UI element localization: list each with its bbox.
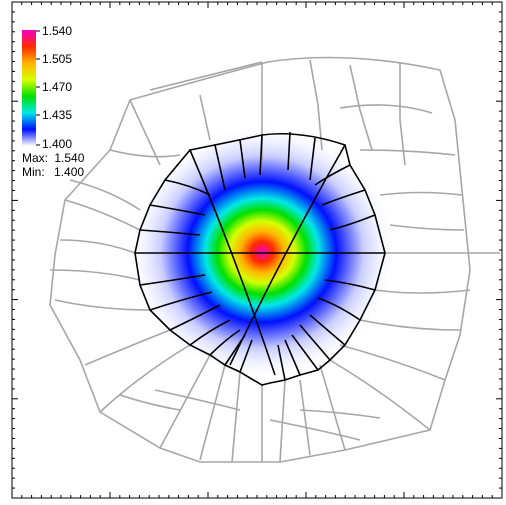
- field-layer: [127, 124, 397, 380]
- coarse-mesh: [49, 56, 500, 463]
- colorbar-tick-label: 1.540: [42, 24, 73, 38]
- coarse-line: [279, 379, 286, 463]
- coarse-line: [84, 329, 171, 366]
- coarse-line: [129, 99, 161, 166]
- fine-line: [139, 229, 201, 236]
- coarse-line: [269, 419, 361, 441]
- coarse-line: [399, 62, 406, 166]
- fine-line: [189, 319, 231, 346]
- coarse-line: [389, 224, 465, 231]
- coarse-line: [374, 289, 471, 294]
- coarse-outline: [49, 56, 471, 463]
- coarse-line: [159, 354, 211, 449]
- fine-line: [317, 297, 361, 321]
- fine-line: [329, 214, 376, 231]
- max-label: Max:: [22, 151, 49, 165]
- coarse-line: [54, 299, 151, 311]
- fine-outline: [134, 132, 386, 386]
- coarse-line: [99, 344, 191, 413]
- fine-line: [291, 334, 319, 371]
- colorbar-tick-label: 1.400: [42, 137, 73, 151]
- coarse-line: [231, 371, 241, 463]
- fine-line: [239, 139, 246, 179]
- fine-line: [139, 274, 206, 286]
- coarse-line: [119, 394, 181, 411]
- fine-line: [209, 329, 241, 356]
- coarse-line: [49, 269, 141, 281]
- coarse-line: [379, 191, 463, 196]
- fine-line: [149, 204, 206, 216]
- colorbar-tick-label: 1.435: [42, 108, 73, 122]
- colorbar-tick-label: 1.470: [42, 80, 73, 94]
- fine-line: [224, 334, 246, 366]
- coarse-line: [359, 149, 456, 156]
- max-value: 1.540: [54, 151, 85, 165]
- coarse-line: [109, 149, 181, 158]
- min-value: 1.400: [54, 165, 85, 179]
- fine-line: [259, 134, 263, 176]
- coarse-line: [329, 359, 431, 431]
- coarse-line: [339, 104, 433, 114]
- fine-line: [164, 179, 211, 196]
- fine-line: [314, 164, 351, 186]
- fine-line: [239, 339, 253, 373]
- max-readout: Max: 1.540: [22, 152, 84, 164]
- coarse-line: [299, 379, 311, 456]
- coarse-line: [199, 94, 211, 141]
- min-readout: Min: 1.400: [22, 166, 84, 178]
- coarse-line: [349, 64, 373, 151]
- fine-line: [309, 137, 316, 181]
- axes-frame: [11, 1, 503, 499]
- fine-line: [169, 304, 221, 331]
- coarse-line: [309, 59, 323, 151]
- colorbar-ticks: [36, 30, 40, 146]
- min-label: Min:: [22, 165, 45, 179]
- fine-line: [299, 324, 331, 361]
- coarse-line: [319, 364, 346, 451]
- colorbar: [22, 30, 40, 146]
- refined-mesh: [134, 131, 386, 386]
- colorbar-tick-label: 1.505: [42, 52, 73, 66]
- colorbar-bar: [22, 30, 36, 146]
- fine-line: [321, 189, 366, 206]
- coarse-line: [59, 239, 136, 254]
- coarse-line: [154, 389, 241, 411]
- fine-line: [287, 131, 291, 171]
- fine-line: [277, 344, 286, 381]
- coarse-line: [64, 199, 141, 231]
- fine-diagonal: [189, 149, 276, 376]
- coarse-line: [149, 61, 263, 91]
- fine-line: [284, 339, 301, 376]
- coarse-line: [359, 319, 461, 331]
- coarse-line: [199, 364, 226, 461]
- field-bump: [127, 124, 397, 380]
- fine-line: [214, 144, 226, 191]
- fine-line: [309, 314, 346, 346]
- coarse-line: [299, 409, 381, 419]
- fine-line: [149, 291, 213, 311]
- coarse-line: [69, 179, 141, 211]
- coarse-line: [339, 344, 446, 381]
- fine-line: [324, 279, 376, 291]
- frame-ticks: [11, 1, 503, 499]
